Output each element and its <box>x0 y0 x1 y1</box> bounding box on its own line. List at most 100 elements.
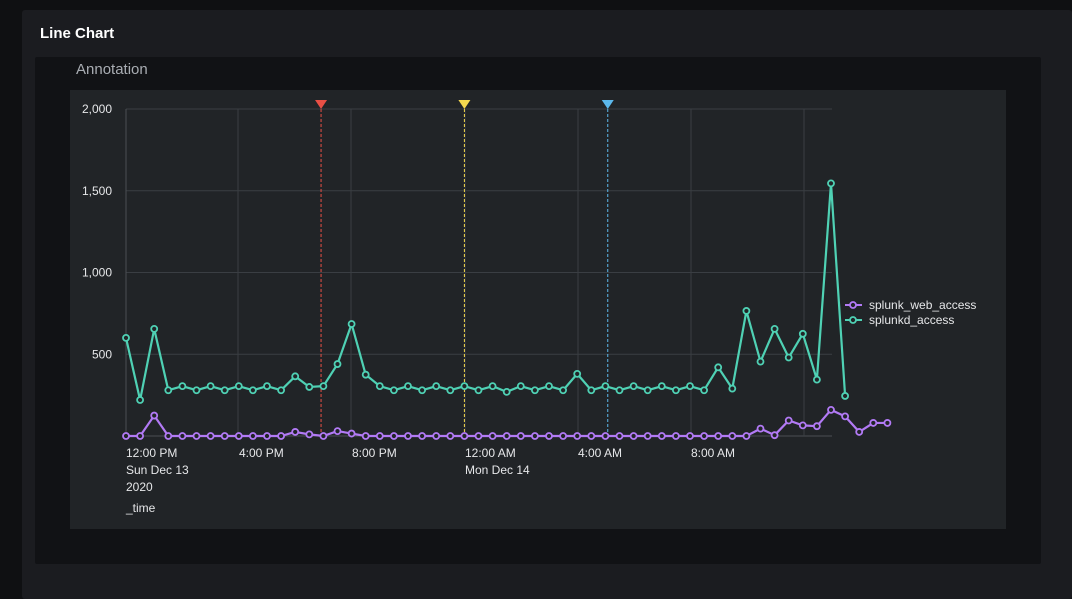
data-point[interactable] <box>883 419 892 427</box>
data-point[interactable] <box>770 325 779 333</box>
data-point[interactable] <box>291 428 300 436</box>
data-point[interactable] <box>122 432 130 440</box>
legend-label[interactable]: splunkd_access <box>869 313 954 327</box>
data-point[interactable] <box>488 382 497 391</box>
data-point[interactable] <box>277 432 286 440</box>
data-point[interactable] <box>361 432 370 440</box>
data-point[interactable] <box>389 432 398 440</box>
data-point[interactable] <box>375 382 384 391</box>
data-point[interactable] <box>375 432 384 440</box>
data-point[interactable] <box>192 386 201 395</box>
data-point[interactable] <box>841 412 849 421</box>
data-point[interactable] <box>545 382 553 391</box>
data-point[interactable] <box>150 325 159 333</box>
data-point[interactable] <box>516 432 525 440</box>
data-point[interactable] <box>615 432 624 440</box>
data-point[interactable] <box>714 363 723 372</box>
data-point[interactable] <box>502 387 511 396</box>
data-point[interactable] <box>784 353 793 362</box>
data-point[interactable] <box>827 179 835 188</box>
data-point[interactable] <box>234 382 243 391</box>
data-point[interactable] <box>756 357 765 366</box>
data-point[interactable] <box>770 431 779 440</box>
data-point[interactable] <box>206 432 215 440</box>
annotation-marker[interactable] <box>315 100 328 109</box>
data-point[interactable] <box>418 386 427 395</box>
data-point[interactable] <box>404 432 412 440</box>
data-point[interactable] <box>389 386 398 395</box>
data-point[interactable] <box>643 386 652 395</box>
data-point[interactable] <box>672 386 680 395</box>
data-point[interactable] <box>516 382 525 391</box>
data-point[interactable] <box>531 386 539 395</box>
data-point[interactable] <box>686 382 694 391</box>
data-point[interactable] <box>798 421 807 430</box>
data-point[interactable] <box>319 382 328 391</box>
data-point[interactable] <box>220 432 229 440</box>
data-point[interactable] <box>305 383 314 391</box>
data-point[interactable] <box>798 329 807 338</box>
data-point[interactable] <box>573 432 582 440</box>
data-point[interactable] <box>531 432 539 440</box>
data-point[interactable] <box>742 432 751 440</box>
data-point[interactable] <box>347 429 356 438</box>
data-point[interactable] <box>136 432 145 440</box>
legend-label[interactable]: splunk_web_access <box>869 298 976 312</box>
data-point[interactable] <box>629 432 638 440</box>
data-point[interactable] <box>714 432 723 440</box>
data-point[interactable] <box>700 432 708 440</box>
data-point[interactable] <box>827 405 835 414</box>
data-point[interactable] <box>333 360 342 368</box>
data-point[interactable] <box>178 382 187 391</box>
data-point[interactable] <box>446 432 455 440</box>
data-point[interactable] <box>657 432 666 440</box>
data-point[interactable] <box>545 432 553 440</box>
data-point[interactable] <box>460 382 469 391</box>
data-point[interactable] <box>813 375 821 384</box>
data-point[interactable] <box>263 382 271 391</box>
data-point[interactable] <box>164 432 173 440</box>
data-point[interactable] <box>291 372 300 381</box>
data-point[interactable] <box>263 432 271 440</box>
data-point[interactable] <box>615 386 624 395</box>
data-point[interactable] <box>234 432 243 440</box>
data-point[interactable] <box>756 424 765 433</box>
data-point[interactable] <box>587 386 596 395</box>
data-point[interactable] <box>855 428 864 436</box>
data-point[interactable] <box>460 432 469 440</box>
data-point[interactable] <box>601 432 610 440</box>
data-point[interactable] <box>657 382 666 391</box>
data-point[interactable] <box>432 432 441 440</box>
data-point[interactable] <box>474 432 483 440</box>
data-point[interactable] <box>700 386 708 395</box>
data-point[interactable] <box>305 430 314 439</box>
data-point[interactable] <box>813 422 821 431</box>
data-point[interactable] <box>728 384 737 393</box>
data-point[interactable] <box>446 386 455 395</box>
data-point[interactable] <box>220 386 229 395</box>
data-point[interactable] <box>248 386 257 395</box>
data-point[interactable] <box>559 386 567 395</box>
data-point[interactable] <box>573 369 582 378</box>
data-point[interactable] <box>319 432 328 440</box>
data-point[interactable] <box>206 382 215 391</box>
data-point[interactable] <box>587 432 596 440</box>
annotation-marker[interactable] <box>601 100 614 109</box>
data-point[interactable] <box>404 382 412 391</box>
data-point[interactable] <box>192 432 201 440</box>
data-point[interactable] <box>686 432 694 440</box>
data-point[interactable] <box>333 427 342 435</box>
data-point[interactable] <box>488 432 497 440</box>
data-point[interactable] <box>361 370 370 379</box>
data-point[interactable] <box>150 411 159 420</box>
data-point[interactable] <box>728 432 737 440</box>
annotation-marker[interactable] <box>458 100 471 109</box>
data-point[interactable] <box>559 432 567 440</box>
data-point[interactable] <box>502 432 511 440</box>
data-point[interactable] <box>136 396 145 404</box>
data-point[interactable] <box>178 432 187 440</box>
data-point[interactable] <box>841 392 849 400</box>
data-point[interactable] <box>784 416 793 425</box>
data-point[interactable] <box>474 386 483 395</box>
